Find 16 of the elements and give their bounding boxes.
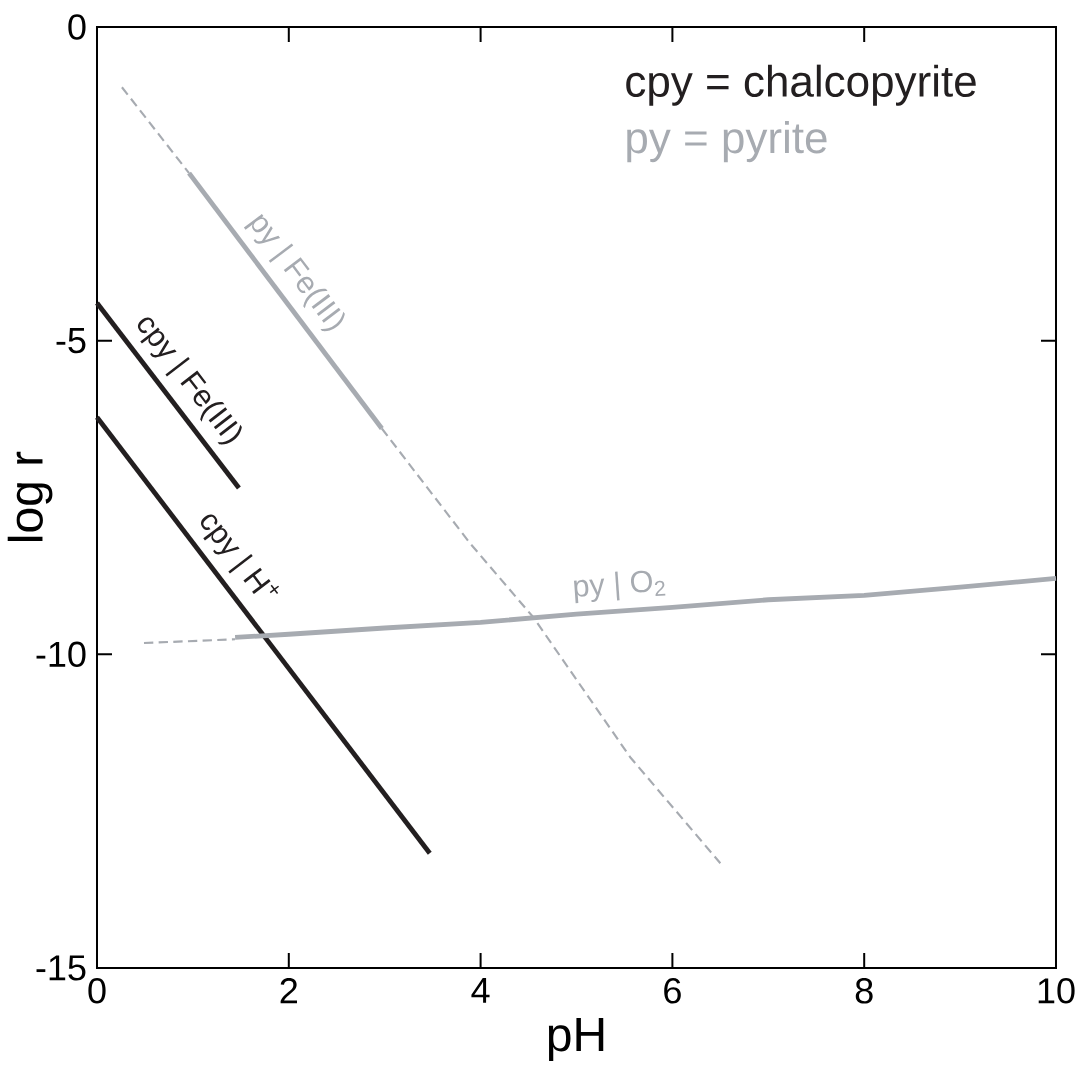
x-tick-label: 4 — [471, 978, 490, 1003]
y-tick-label: -15 — [36, 955, 86, 981]
y-axis-title: log r — [7, 451, 53, 541]
y-tick-label: -10 — [36, 641, 86, 668]
annotation: py = pyrite — [627, 121, 827, 163]
y-tick-label: -5 — [56, 328, 86, 354]
x-tick-label: 10 — [1038, 978, 1075, 1004]
x-axis-title: pH — [548, 1018, 604, 1061]
x-tick-label: 2 — [280, 978, 297, 1004]
x-tick-label: 0 — [88, 978, 106, 1004]
x-tick-label: 6 — [664, 978, 681, 1004]
series-label: py | O$_{2}$ — [573, 570, 666, 604]
y-tick-label: 0 — [68, 14, 86, 40]
text: cpy | H$^{+}$ — [201, 514, 280, 595]
annotation: cpy = chalcopyrite — [626, 64, 976, 106]
x-tick-label: 8 — [855, 978, 873, 1004]
